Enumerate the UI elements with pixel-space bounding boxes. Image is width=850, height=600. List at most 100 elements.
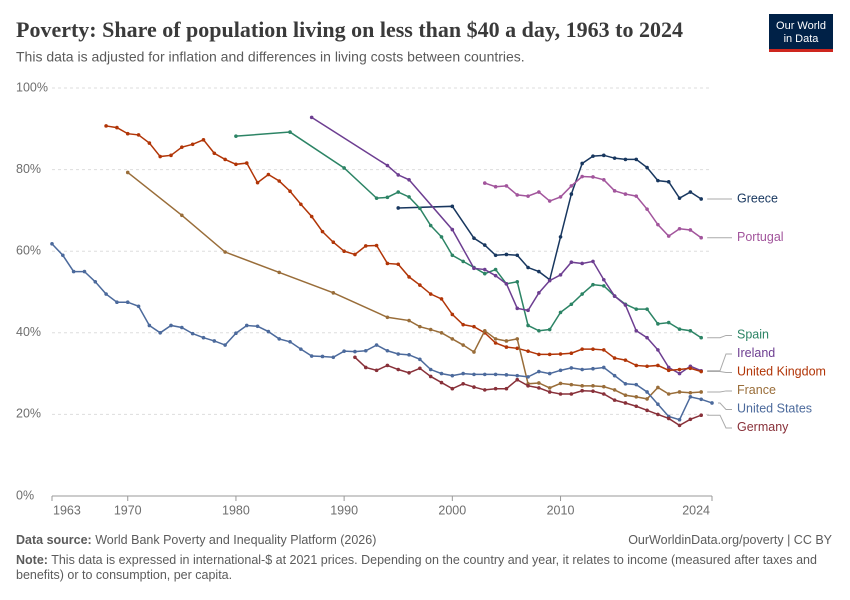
data-point bbox=[569, 260, 574, 265]
data-point bbox=[288, 130, 292, 134]
data-point bbox=[602, 284, 606, 288]
data-point bbox=[385, 348, 390, 353]
data-point bbox=[699, 397, 703, 402]
data-point bbox=[547, 278, 552, 283]
data-point bbox=[504, 184, 509, 188]
data-point bbox=[547, 371, 552, 376]
data-point bbox=[558, 352, 563, 356]
data-point bbox=[580, 292, 584, 296]
data-point bbox=[515, 253, 520, 258]
data-point bbox=[212, 339, 217, 343]
data-point bbox=[428, 374, 433, 379]
data-point bbox=[374, 368, 379, 373]
series-line bbox=[484, 175, 702, 239]
data-point bbox=[666, 368, 671, 373]
note: Note: This data is expressed in internat… bbox=[16, 553, 826, 583]
data-point bbox=[688, 395, 693, 399]
data-point bbox=[493, 341, 498, 345]
data-point bbox=[353, 355, 357, 360]
data-point bbox=[504, 282, 509, 286]
chart: Poverty: Share of population living on l… bbox=[16, 14, 833, 517]
data-point bbox=[634, 363, 639, 368]
data-point bbox=[309, 115, 314, 120]
data-point bbox=[699, 413, 703, 418]
logo-bar bbox=[769, 49, 833, 52]
data-point bbox=[537, 386, 541, 390]
data-point bbox=[656, 412, 660, 417]
data-point bbox=[374, 243, 379, 248]
data-point bbox=[580, 384, 584, 388]
data-point bbox=[450, 312, 455, 317]
data-point bbox=[450, 386, 455, 391]
data-point bbox=[645, 364, 649, 369]
data-point bbox=[580, 388, 584, 393]
data-point bbox=[666, 234, 671, 238]
data-point bbox=[623, 382, 628, 386]
data-point bbox=[493, 253, 498, 258]
data-point bbox=[50, 242, 54, 246]
data-point bbox=[125, 170, 130, 175]
y-tick-label: 40% bbox=[16, 325, 41, 339]
data-point bbox=[558, 310, 563, 315]
data-point bbox=[623, 358, 628, 362]
legend-label: Spain bbox=[737, 328, 769, 342]
data-point bbox=[569, 302, 574, 307]
leader-line bbox=[707, 353, 732, 372]
data-point bbox=[634, 307, 639, 311]
data-point bbox=[537, 190, 541, 194]
data-point bbox=[353, 252, 357, 257]
data-point bbox=[634, 328, 639, 333]
data-point bbox=[223, 250, 227, 254]
data-point bbox=[634, 395, 639, 399]
data-point bbox=[547, 327, 552, 332]
url[interactable]: OurWorldinData.org/poverty | CC BY bbox=[628, 533, 832, 547]
data-point bbox=[396, 352, 401, 356]
data-point bbox=[666, 392, 671, 396]
data-point bbox=[591, 384, 595, 388]
data-point bbox=[320, 354, 325, 359]
data-point bbox=[623, 401, 628, 405]
data-point bbox=[537, 328, 541, 333]
data-point bbox=[591, 282, 595, 287]
data-point bbox=[288, 339, 292, 344]
data-point bbox=[580, 261, 584, 266]
data-point bbox=[515, 193, 520, 197]
data-point bbox=[688, 328, 693, 333]
legend-label: France bbox=[737, 383, 776, 397]
data-point bbox=[115, 300, 119, 305]
data-point bbox=[569, 382, 574, 387]
data-point bbox=[656, 348, 660, 352]
data-point bbox=[493, 386, 498, 391]
data-point bbox=[699, 369, 703, 374]
data-point bbox=[169, 153, 173, 158]
data-point bbox=[418, 206, 422, 211]
data-point bbox=[558, 381, 563, 386]
data-point bbox=[418, 357, 422, 362]
data-point bbox=[666, 320, 671, 325]
data-point bbox=[266, 329, 271, 334]
data-point bbox=[428, 223, 433, 228]
data-point bbox=[645, 207, 649, 211]
data-point bbox=[396, 262, 401, 267]
data-point bbox=[61, 253, 65, 258]
data-point bbox=[439, 331, 444, 335]
data-point bbox=[526, 375, 530, 379]
data-point bbox=[699, 390, 703, 394]
data-point bbox=[353, 349, 357, 354]
legend-label: Greece bbox=[737, 191, 778, 205]
data-point bbox=[547, 386, 552, 390]
data-point bbox=[645, 165, 649, 170]
data-point bbox=[656, 363, 660, 368]
data-point bbox=[450, 337, 455, 341]
data-point bbox=[450, 204, 455, 209]
data-point bbox=[363, 348, 368, 353]
data-point bbox=[526, 323, 530, 328]
data-point bbox=[580, 367, 584, 372]
data-point bbox=[699, 197, 703, 201]
data-point bbox=[482, 271, 487, 276]
data-point bbox=[558, 368, 563, 373]
data-point bbox=[623, 192, 628, 196]
data-point bbox=[201, 335, 206, 340]
data-point bbox=[472, 324, 476, 329]
data-point bbox=[299, 347, 303, 351]
